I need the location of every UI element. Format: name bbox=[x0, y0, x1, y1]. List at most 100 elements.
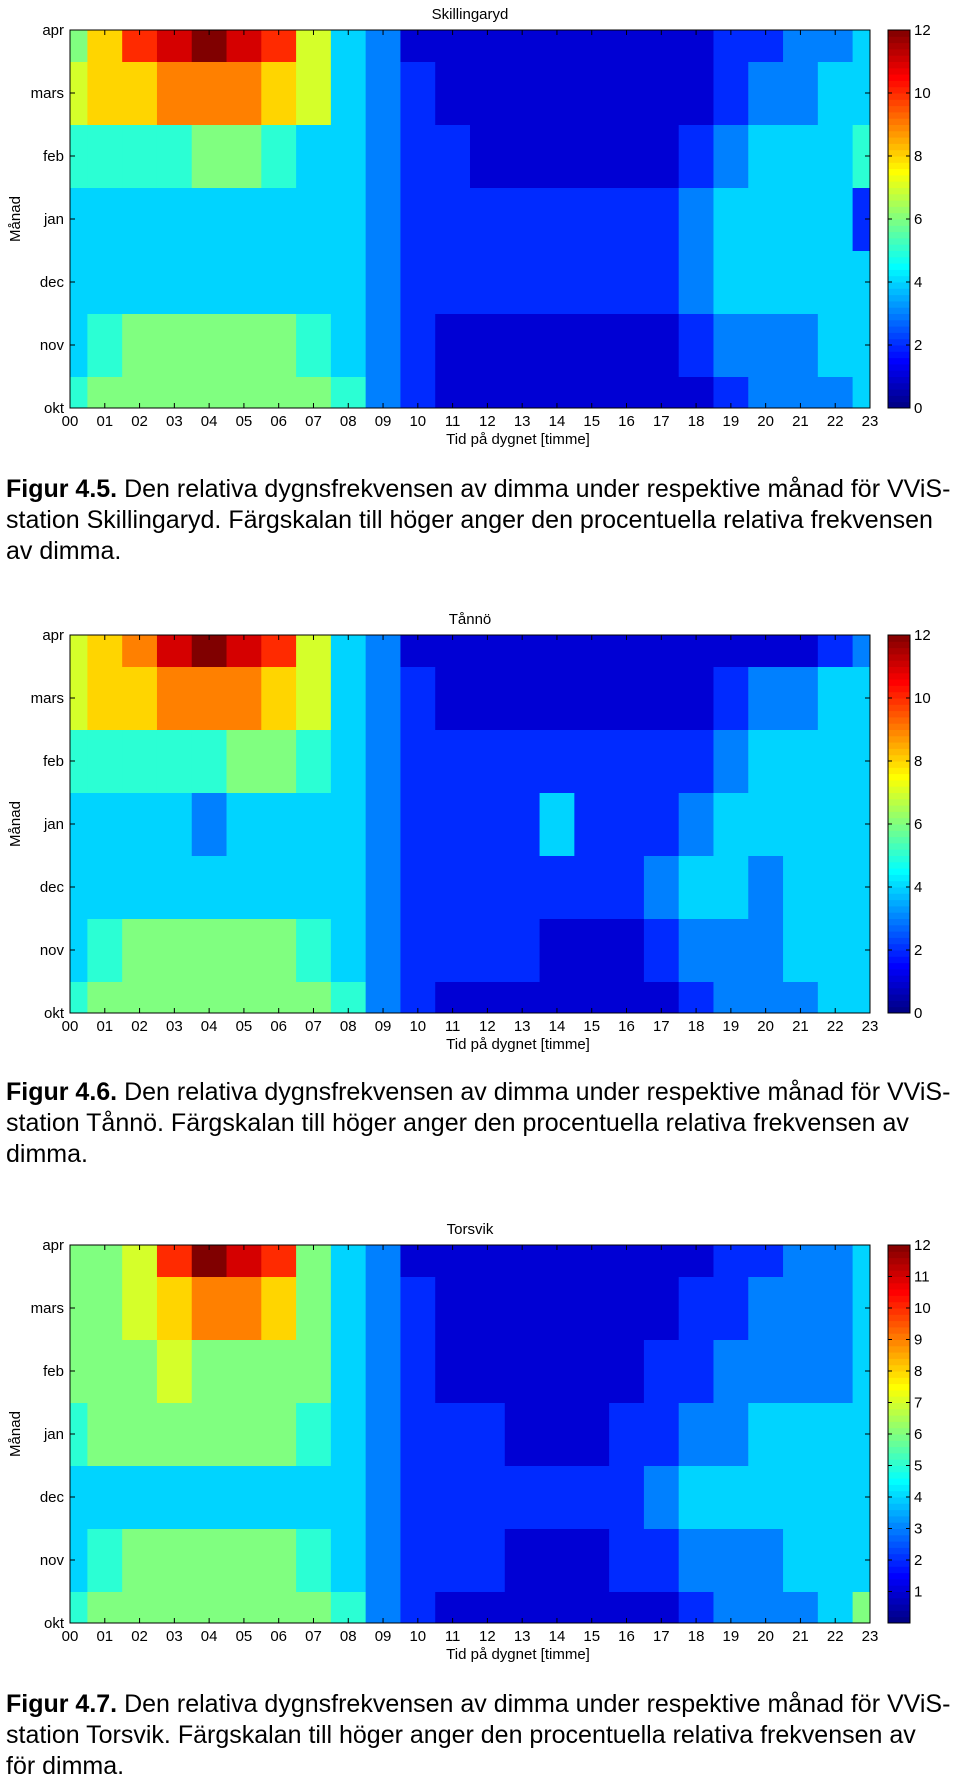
contour-cell bbox=[156, 1245, 193, 1277]
x-tick-label: 08 bbox=[340, 1018, 357, 1035]
x-tick-label: 09 bbox=[375, 1018, 392, 1035]
contour-cell bbox=[122, 729, 158, 793]
contour-cell bbox=[574, 313, 610, 377]
contour-cells bbox=[70, 30, 871, 409]
contour-cell bbox=[470, 1528, 506, 1592]
colorbar-segment bbox=[888, 887, 910, 894]
contour-cell bbox=[852, 792, 871, 856]
y-tick-label: jan bbox=[43, 816, 64, 833]
colorbar-tick-label: 12 bbox=[914, 627, 931, 644]
colorbar-segment bbox=[888, 704, 910, 712]
contour-cell bbox=[191, 1245, 228, 1277]
contour-cell bbox=[852, 250, 871, 314]
contour-cell bbox=[70, 1591, 88, 1624]
contour-cell bbox=[122, 187, 158, 251]
contour-cell bbox=[783, 635, 819, 667]
contour-cell bbox=[226, 1465, 262, 1529]
contour-cell bbox=[70, 666, 88, 730]
colorbar-segment bbox=[888, 849, 910, 856]
contour-cell bbox=[643, 250, 680, 314]
y-tick-label: mars bbox=[31, 85, 64, 102]
colorbar-segment bbox=[888, 635, 910, 642]
contour-cell bbox=[122, 61, 158, 125]
colorbar-segment bbox=[888, 1333, 910, 1340]
x-tick-label: 03 bbox=[166, 1018, 183, 1035]
colorbar-segment bbox=[888, 401, 910, 409]
contour-cell bbox=[296, 313, 332, 377]
colorbar-segment bbox=[888, 1547, 910, 1555]
contour-cell bbox=[504, 61, 541, 125]
contour-cell bbox=[365, 250, 401, 314]
colorbar-segment bbox=[888, 168, 910, 176]
x-tick-label: 02 bbox=[131, 1628, 148, 1645]
y-axis-label: Månad bbox=[7, 1411, 24, 1457]
colorbar bbox=[888, 635, 910, 1014]
contour-cell bbox=[643, 313, 680, 377]
contour-cell bbox=[70, 313, 88, 377]
contour-cell bbox=[470, 635, 506, 667]
contour-cell bbox=[713, 30, 749, 62]
contour-cell bbox=[330, 729, 367, 793]
contour-cell bbox=[539, 1276, 575, 1340]
contour-cell bbox=[435, 124, 471, 188]
colorbar-segment bbox=[888, 1276, 910, 1284]
colorbar-segment bbox=[888, 1339, 910, 1347]
contour-cell bbox=[852, 1528, 871, 1592]
x-tick-label: 15 bbox=[583, 1628, 600, 1645]
contour-cell bbox=[70, 61, 88, 125]
contour-cell bbox=[748, 918, 784, 982]
contour-cell bbox=[122, 124, 158, 188]
colorbar-segment bbox=[888, 918, 910, 926]
x-tick-label: 06 bbox=[270, 1018, 287, 1035]
contour-cell bbox=[365, 792, 401, 856]
colorbar-segment bbox=[888, 345, 910, 352]
x-tick-label: 22 bbox=[827, 1018, 844, 1035]
contour-cell bbox=[330, 792, 367, 856]
contour-cell bbox=[817, 30, 854, 62]
contour-cell bbox=[678, 1528, 714, 1592]
colorbar-segment bbox=[888, 1484, 910, 1492]
contour-cell bbox=[365, 1339, 401, 1403]
contour-cell bbox=[122, 1276, 158, 1340]
colorbar-segment bbox=[888, 679, 910, 686]
colorbar-segment bbox=[888, 237, 910, 245]
contour-cell bbox=[609, 61, 645, 125]
colorbar-tick-label: 1 bbox=[914, 1584, 922, 1601]
contour-cell bbox=[643, 729, 680, 793]
contour-cell bbox=[783, 1339, 819, 1403]
contour-cell bbox=[852, 981, 871, 1014]
contour-cell bbox=[539, 187, 575, 251]
x-tick-label: 00 bbox=[62, 1018, 79, 1035]
contour-cell bbox=[470, 30, 506, 62]
contour-cell bbox=[783, 1245, 819, 1277]
contour-cell bbox=[87, 792, 123, 856]
colorbar-tick-label: 12 bbox=[914, 1237, 931, 1254]
x-tick-label: 23 bbox=[862, 1018, 879, 1035]
x-tick-label: 18 bbox=[688, 1628, 705, 1645]
x-tick-label: 21 bbox=[792, 1018, 809, 1035]
colorbar-segment bbox=[888, 124, 910, 132]
contour-cell bbox=[70, 981, 88, 1014]
contour-cell bbox=[330, 250, 367, 314]
x-tick-label: 21 bbox=[792, 413, 809, 430]
contour-cell bbox=[365, 666, 401, 730]
contour-cell bbox=[817, 855, 854, 919]
colorbar-segment bbox=[888, 174, 910, 182]
contour-cell bbox=[609, 855, 645, 919]
contour-cell bbox=[713, 635, 749, 667]
contour-cell bbox=[435, 187, 471, 251]
contour-cell bbox=[539, 61, 575, 125]
contour-cell bbox=[191, 729, 228, 793]
contour-cell bbox=[330, 61, 367, 125]
colorbar-segment bbox=[888, 861, 910, 869]
contour-cell bbox=[678, 635, 714, 667]
contour-cell bbox=[156, 124, 193, 188]
colorbar-segment bbox=[888, 99, 910, 107]
y-tick-label: apr bbox=[42, 627, 64, 644]
contour-cell bbox=[191, 792, 228, 856]
contour-cell bbox=[122, 1528, 158, 1592]
contour-cell bbox=[504, 729, 541, 793]
x-tick-label: 15 bbox=[583, 1018, 600, 1035]
colorbar-segment bbox=[888, 660, 910, 667]
